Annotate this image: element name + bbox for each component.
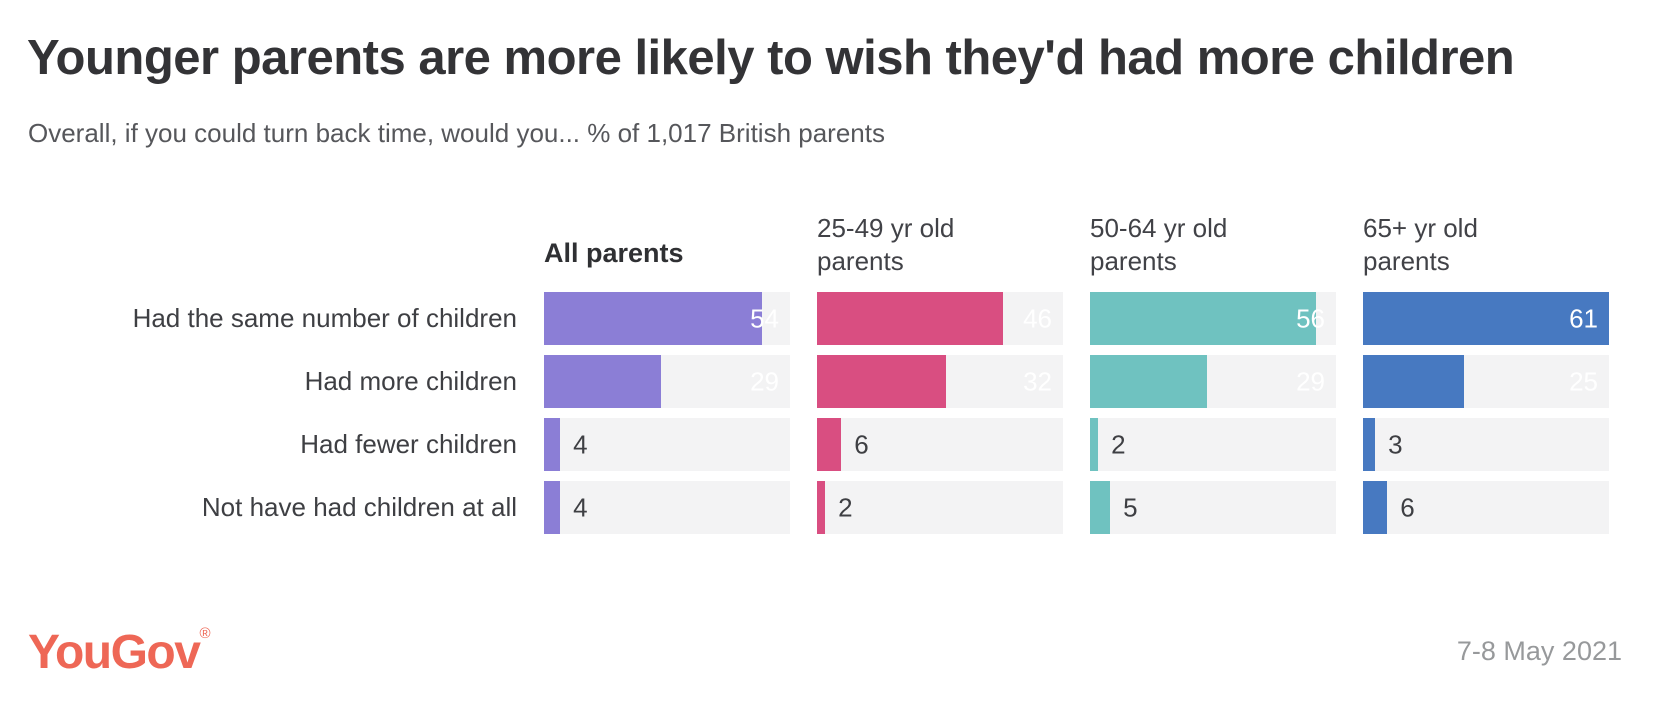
bar-value: 56 (1296, 303, 1325, 334)
column-header-50-64: 50-64 yr old parents (1090, 213, 1228, 277)
chart-grid: All parents 25-49 yr old parents 50-64 y… (35, 183, 1609, 535)
bar-fill (817, 418, 842, 472)
bar-fill (817, 481, 826, 535)
bar-fill (1090, 481, 1111, 535)
bar-track: 2 (817, 481, 1063, 535)
bar-value: 61 (1569, 303, 1598, 334)
bar-fill (544, 481, 561, 535)
bar-value: 46 (1023, 303, 1052, 334)
bar-track: 6 (817, 418, 1063, 472)
bar-track: 56 (1090, 292, 1336, 346)
bar-track: 29 (544, 355, 790, 409)
bar-fill (817, 292, 1003, 346)
row-label: Had fewer children (300, 429, 517, 460)
bar-value: 2 (838, 492, 853, 523)
bar-value: 6 (854, 429, 869, 460)
header-spacer (35, 278, 230, 282)
fieldwork-date: 7-8 May 2021 (1456, 636, 1622, 666)
bar-fill (1090, 418, 1099, 472)
bar-track: 25 (1363, 355, 1609, 409)
bar-track: 5 (1090, 481, 1336, 535)
bar-value: 6 (1400, 492, 1415, 523)
chart-subtitle: Overall, if you could turn back time, wo… (28, 118, 885, 149)
bar-fill (817, 355, 947, 409)
bar-fill (1090, 355, 1207, 409)
row-label: Not have had children at all (201, 492, 517, 523)
bar-track: 32 (817, 355, 1063, 409)
bar-track: 2 (1090, 418, 1336, 472)
bar-track: 29 (1090, 355, 1336, 409)
bar-fill (1363, 481, 1388, 535)
bar-value: 3 (1388, 429, 1403, 460)
bar-fill (544, 355, 661, 409)
bar-fill (1363, 418, 1376, 472)
column-header-all-parents: All parents (544, 237, 684, 268)
column-header-65plus: 65+ yr old parents (1363, 213, 1478, 277)
bar-value: 54 (750, 303, 779, 334)
page-title: Younger parents are more likely to wish … (27, 31, 1515, 85)
yougov-logo: YouGov® (28, 626, 211, 677)
bar-value: 32 (1023, 366, 1052, 397)
bar-fill (1363, 355, 1464, 409)
bar-track: 6 (1363, 481, 1609, 535)
bar-fill (544, 292, 762, 346)
bar-value: 29 (1296, 366, 1325, 397)
bar-value: 25 (1569, 366, 1598, 397)
bar-track: 54 (544, 292, 790, 346)
bar-track: 3 (1363, 418, 1609, 472)
bar-fill (1090, 292, 1316, 346)
bar-value: 2 (1111, 429, 1126, 460)
bar-value: 4 (573, 492, 588, 523)
bar-value: 5 (1123, 492, 1138, 523)
registered-mark-icon: ® (199, 625, 211, 642)
column-header-25-49: 25-49 yr old parents (817, 213, 955, 277)
row-label: Had more children (304, 366, 517, 397)
bar-track: 4 (544, 481, 790, 535)
bar-track: 61 (1363, 292, 1609, 346)
row-label: Had the same number of children (132, 303, 517, 334)
bar-track: 46 (817, 292, 1063, 346)
bar-fill (1363, 292, 1609, 346)
bar-value: 29 (750, 366, 779, 397)
bar-track: 4 (544, 418, 790, 472)
chart-footer: YouGov® 7-8 May 2021 (28, 626, 1622, 677)
bar-value: 4 (573, 429, 588, 460)
yougov-logo-text: YouGov (28, 626, 201, 679)
bar-fill (544, 418, 561, 472)
